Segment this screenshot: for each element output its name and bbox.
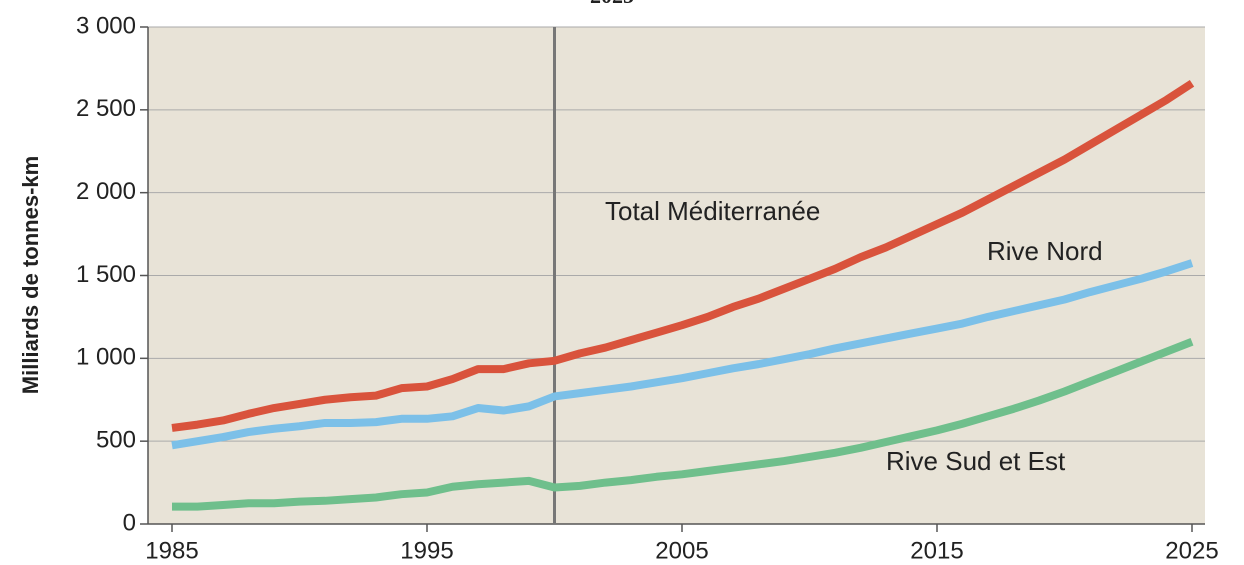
series-line: [172, 338, 1194, 511]
y-axis-label: Milliards de tonnes-km: [18, 156, 43, 394]
x-tick-label: 2005: [655, 537, 708, 564]
series-label: Total Méditerranée: [605, 196, 820, 226]
x-tick-label: 1985: [145, 537, 198, 564]
x-tick-label: 2025: [1165, 537, 1218, 564]
y-tick-label: 1 000: [76, 344, 136, 371]
y-tick-label: 500: [96, 427, 136, 454]
y-tick-label: 1 500: [76, 261, 136, 288]
y-tick-label: 2 000: [76, 178, 136, 205]
y-tick-label: 0: [123, 509, 136, 536]
series-label: Rive Sud et Est: [886, 446, 1066, 476]
series-line: [171, 79, 1195, 432]
y-tick-label: 2 500: [76, 95, 136, 122]
chart-title: 2025: [590, 0, 634, 8]
x-tick-label: 2015: [910, 537, 963, 564]
y-tick-label: 3 000: [76, 12, 136, 39]
series-label: Rive Nord: [987, 236, 1103, 266]
x-tick-label: 1995: [400, 537, 453, 564]
series-line: [171, 259, 1194, 450]
